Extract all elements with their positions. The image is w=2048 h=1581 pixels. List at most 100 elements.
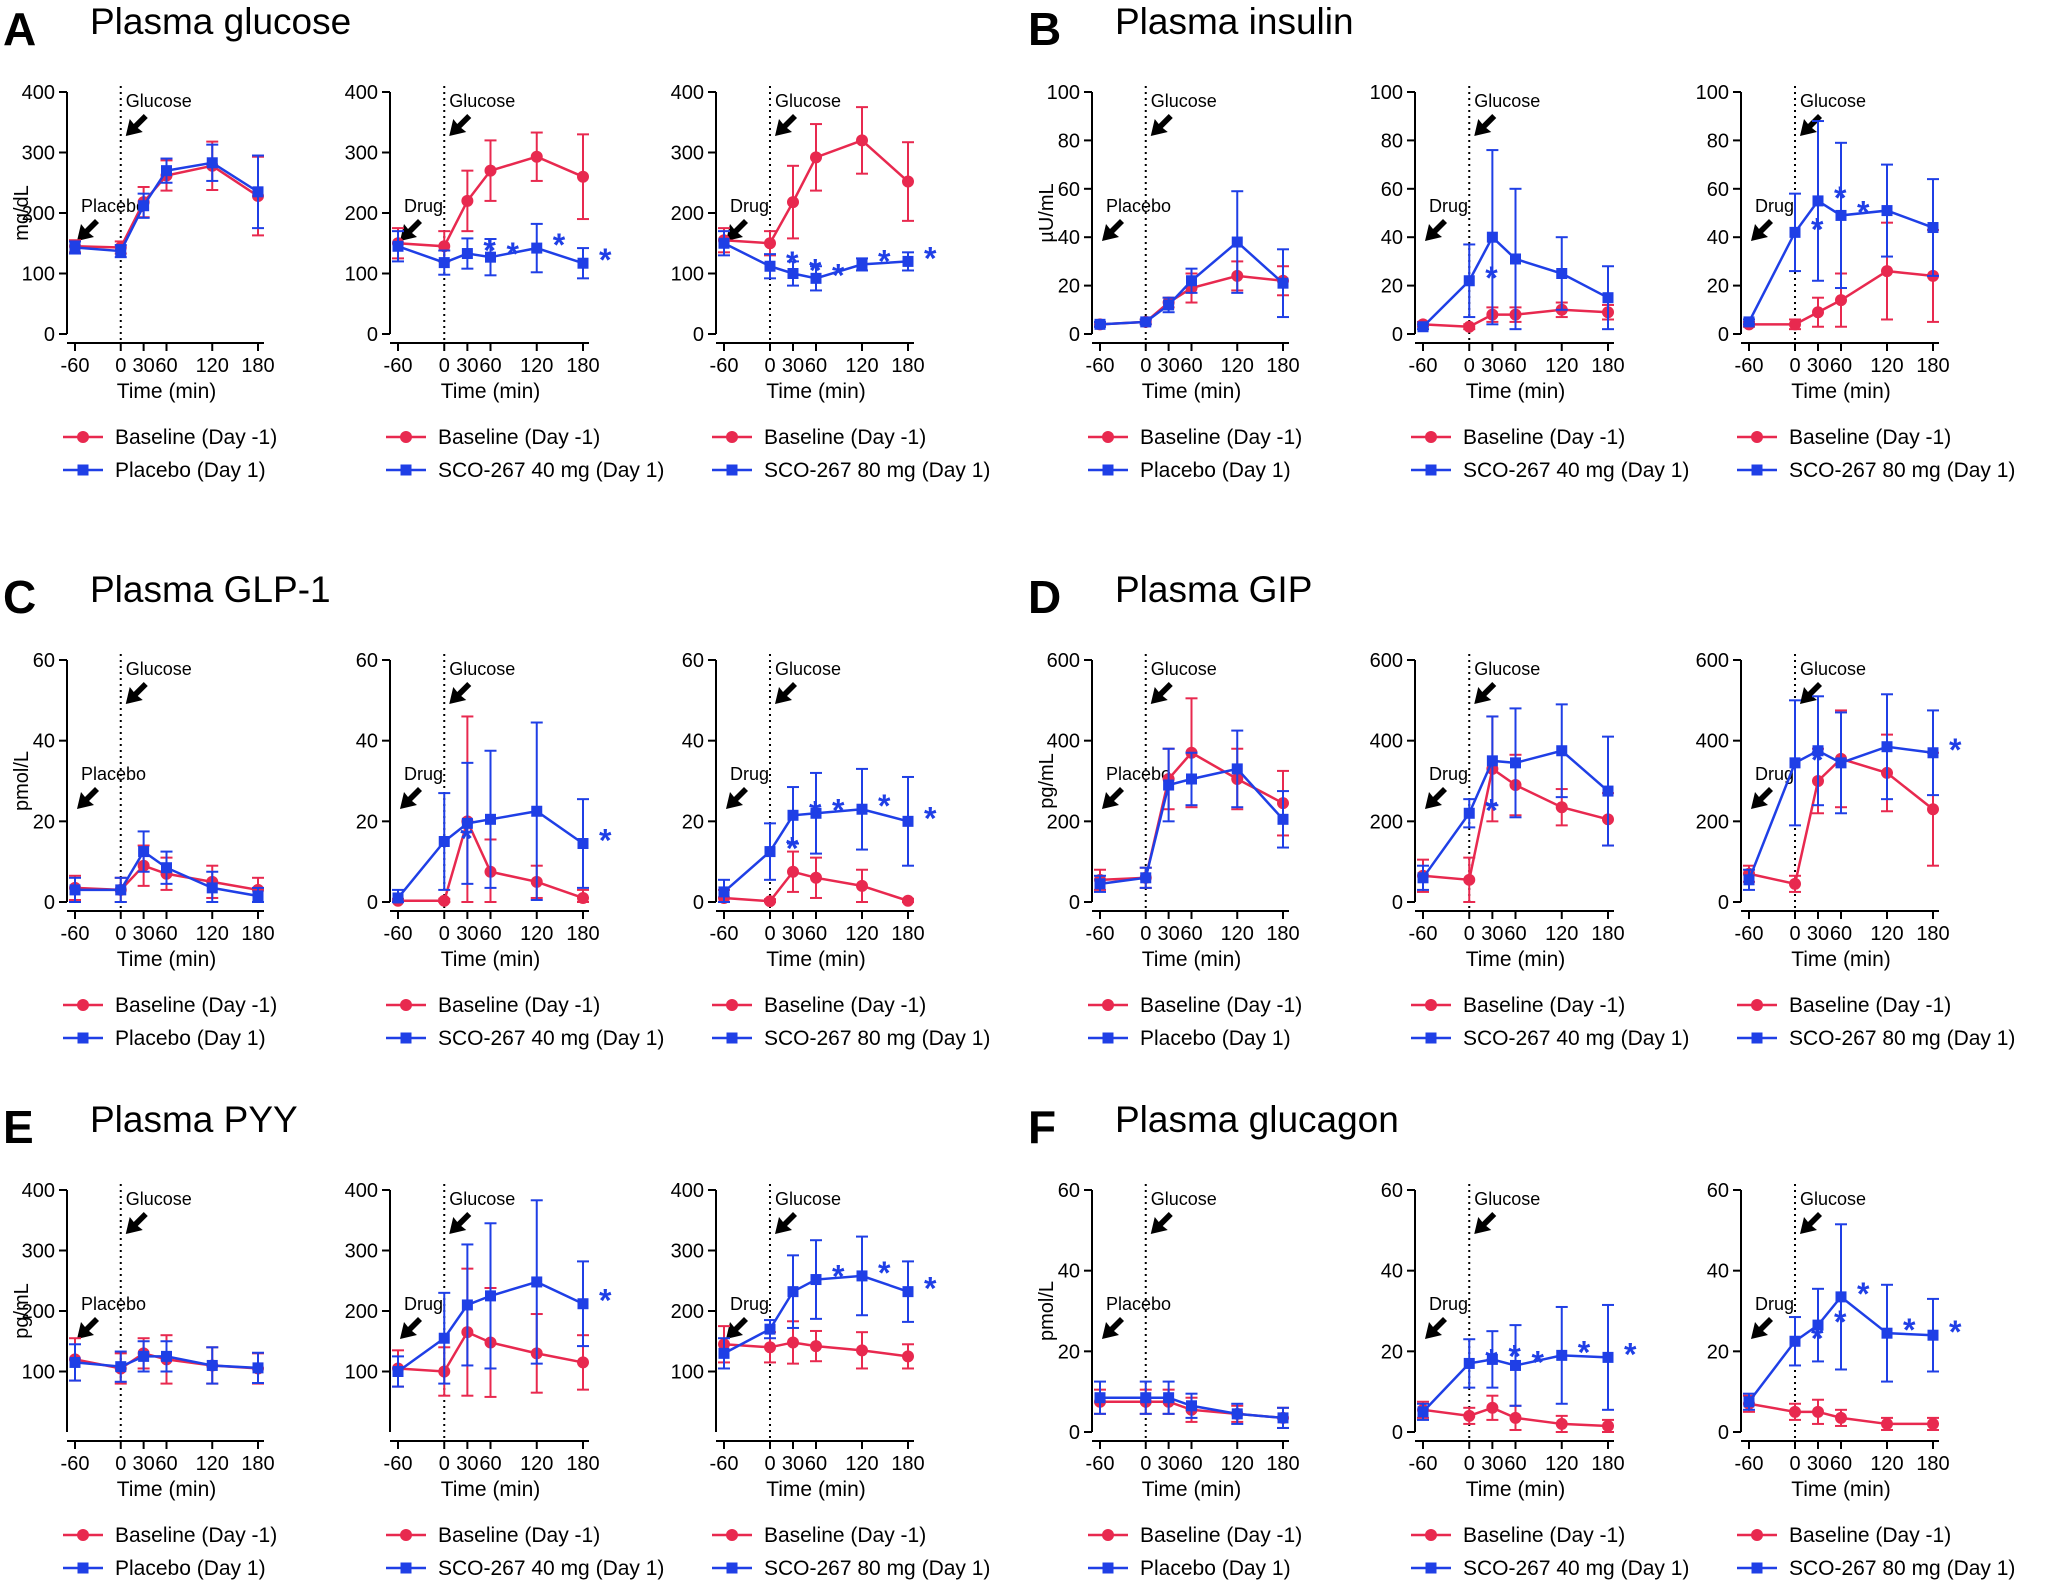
x-tick-label: 120 [196, 355, 229, 377]
x-tick-label: 180 [891, 355, 924, 377]
legend: Baseline (Day -1) Placebo (Day 1) [63, 426, 277, 482]
x-axis-label: Time (min) [1142, 948, 1242, 971]
data-point [1835, 294, 1847, 307]
x-tick-label: 180 [1916, 1453, 1949, 1475]
legend-label-baseline: Baseline (Day -1) [1463, 426, 1625, 449]
glucose-arrow-icon [775, 682, 797, 704]
x-tick-label: 0 [1789, 1453, 1800, 1475]
legend-label-treatment: SCO-267 40 mg (Day 1) [438, 459, 664, 482]
x-tick-label: -60 [384, 923, 413, 945]
y-axis-label: pg/mL [1036, 753, 1058, 809]
x-tick-label: 30 [456, 355, 478, 377]
data-point [1835, 1291, 1847, 1303]
drug-label: Drug [730, 1294, 769, 1314]
x-tick-label: 180 [1266, 1453, 1299, 1475]
x-tick-label: 60 [1830, 923, 1852, 945]
legend-marker [1102, 431, 1114, 443]
x-tick-label: 0 [764, 1453, 775, 1475]
significance-star: * [1857, 194, 1870, 230]
data-point [1277, 813, 1289, 825]
y-tick-label: 20 [33, 811, 55, 833]
data-point [1556, 745, 1568, 757]
x-tick-label: 0 [1464, 355, 1475, 377]
series-drug [1417, 1303, 1614, 1421]
x-tick-label: 30 [133, 923, 155, 945]
x-tick-label: 120 [845, 1453, 878, 1475]
y-tick-label: 100 [1696, 82, 1729, 104]
data-point [1881, 205, 1893, 217]
data-point [1094, 1392, 1106, 1404]
x-tick-label: 120 [196, 1453, 229, 1475]
legend: Baseline (Day -1) Placebo (Day 1) [63, 1524, 277, 1580]
data-point [1163, 299, 1175, 311]
drug-arrow-icon [726, 1317, 748, 1339]
x-tick-label: 120 [1221, 923, 1254, 945]
significance-star: * [1485, 260, 1498, 296]
y-tick-label: 40 [1707, 1261, 1729, 1283]
data-point [531, 242, 543, 254]
significance-star: * [786, 245, 799, 281]
y-tick-label: 200 [22, 203, 55, 225]
series-drug [1094, 1380, 1289, 1429]
series-drug [1743, 120, 1939, 328]
data-point [787, 196, 799, 209]
y-axis-label: mg/dL [11, 185, 33, 241]
series-line [1421, 749, 1609, 879]
data-point [1186, 773, 1197, 785]
series-drug [718, 230, 914, 292]
x-tick-label: 120 [1545, 1453, 1578, 1475]
y-tick-label: 200 [1047, 811, 1080, 833]
y-tick-label: 20 [682, 811, 704, 833]
data-point [461, 817, 473, 829]
y-tick-label: 400 [345, 82, 378, 104]
x-tick-label: 180 [1591, 923, 1624, 945]
x-tick-label: 0 [439, 923, 450, 945]
y-tick-label: 400 [22, 1180, 55, 1202]
x-tick-label: 0 [1140, 355, 1151, 377]
data-point [461, 1299, 473, 1311]
subplot-d1: 0 200 400 600 pg/mL -60 0 30 60 120 180 Time (min) G… [1036, 650, 1302, 1050]
x-tick-label: 60 [479, 355, 501, 377]
glucose-arrow-icon [449, 114, 472, 136]
y-tick-label: 400 [1370, 731, 1403, 753]
legend-label-treatment: SCO-267 40 mg (Day 1) [1463, 1557, 1689, 1580]
y-tick-label: 400 [345, 1180, 378, 1202]
legend-marker [400, 1032, 412, 1044]
drug-label: Placebo [1106, 764, 1171, 784]
panel-letter: A [3, 3, 36, 55]
legend: Baseline (Day -1) SCO-267 80 mg (Day 1) [712, 994, 990, 1050]
series-line [723, 870, 909, 903]
y-tick-label: 300 [671, 143, 704, 165]
glucose-label: Glucose [1474, 1189, 1540, 1209]
subplot-a2: 0 100 200 300 400 -60 0 30 60 120 180 Time (min) Glu… [345, 82, 665, 482]
series-line [723, 242, 909, 280]
x-tick-label: 30 [1481, 1453, 1503, 1475]
legend-marker [1425, 1562, 1437, 1574]
series-drug [69, 143, 264, 259]
data-point [787, 268, 799, 279]
legend-label-treatment: Placebo (Day 1) [115, 1027, 266, 1050]
series-drug [718, 767, 914, 903]
x-tick-label: 180 [1591, 355, 1624, 377]
y-tick-label: 20 [1381, 276, 1403, 298]
y-tick-label: 400 [1047, 731, 1080, 753]
y-tick-label: 0 [1392, 1422, 1403, 1444]
data-point [1927, 803, 1939, 816]
glucose-label: Glucose [1800, 91, 1866, 111]
data-point [764, 895, 776, 908]
significance-star: * [1811, 211, 1824, 247]
data-point [787, 1336, 799, 1349]
x-tick-label: 180 [566, 1453, 599, 1475]
x-axis-label: Time (min) [1142, 1478, 1242, 1501]
data-point [485, 1290, 496, 1302]
series-drug [69, 830, 264, 903]
y-tick-label: 0 [1392, 892, 1403, 914]
data-point [1881, 1417, 1893, 1430]
x-tick-label: 30 [456, 923, 478, 945]
glucose-arrow-icon [1150, 114, 1173, 136]
x-tick-label: 30 [1481, 923, 1503, 945]
